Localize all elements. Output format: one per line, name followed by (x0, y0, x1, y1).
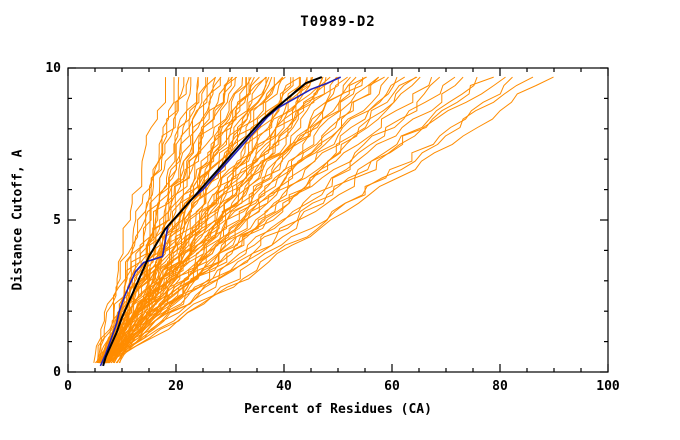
ensemble-line (110, 76, 322, 364)
ensemble-line (101, 76, 464, 364)
ensemble-line (108, 76, 324, 364)
ensemble-line (113, 77, 275, 364)
ensemble-line (103, 76, 506, 364)
x-axis-label: Percent of Residues (CA) (244, 402, 432, 417)
ensemble-line (112, 77, 199, 364)
ensemble-line (115, 76, 331, 364)
y-tick-label: 0 (53, 365, 61, 380)
plot-frame (67, 67, 609, 373)
chart-title: T0989-D2 (300, 14, 376, 30)
x-tick-label: 0 (64, 379, 72, 394)
x-tick-label: 60 (384, 379, 400, 394)
ensemble-line (119, 77, 209, 364)
x-tick-label: 100 (596, 379, 620, 394)
ensemble-line (104, 76, 238, 364)
ensemble-line (102, 76, 217, 363)
ensemble-line (104, 76, 554, 364)
x-tick-label: 40 (276, 379, 292, 394)
ensemble-line (97, 76, 190, 363)
ensemble-line (113, 76, 267, 364)
ensemble-line (102, 76, 441, 364)
ensemble-line (93, 77, 166, 363)
x-tick-label: 80 (492, 379, 508, 394)
ensemble-line (104, 76, 389, 364)
ensemble-line (99, 76, 398, 364)
ensemble-line (116, 76, 357, 364)
ensemble-line (97, 77, 207, 364)
y-tick-label: 5 (53, 213, 61, 228)
ensemble-line (100, 76, 418, 364)
ensemble-line (107, 76, 379, 364)
ensemble-line (103, 77, 364, 364)
ensemble-line (110, 77, 250, 364)
ensemble-line (107, 77, 267, 364)
ensemble-line (98, 76, 339, 364)
ensemble-line (118, 76, 380, 364)
ensemble-line (109, 77, 300, 364)
ensemble-line (100, 76, 433, 364)
y-tick-label: 10 (45, 61, 61, 76)
ensemble-line (96, 77, 175, 364)
ensemble-line (108, 76, 534, 364)
ensemble-line (105, 76, 405, 364)
model-black-line (102, 76, 323, 367)
ensemble-line (101, 76, 273, 364)
ensemble-line (105, 77, 199, 364)
x-tick-label: 20 (168, 379, 184, 394)
